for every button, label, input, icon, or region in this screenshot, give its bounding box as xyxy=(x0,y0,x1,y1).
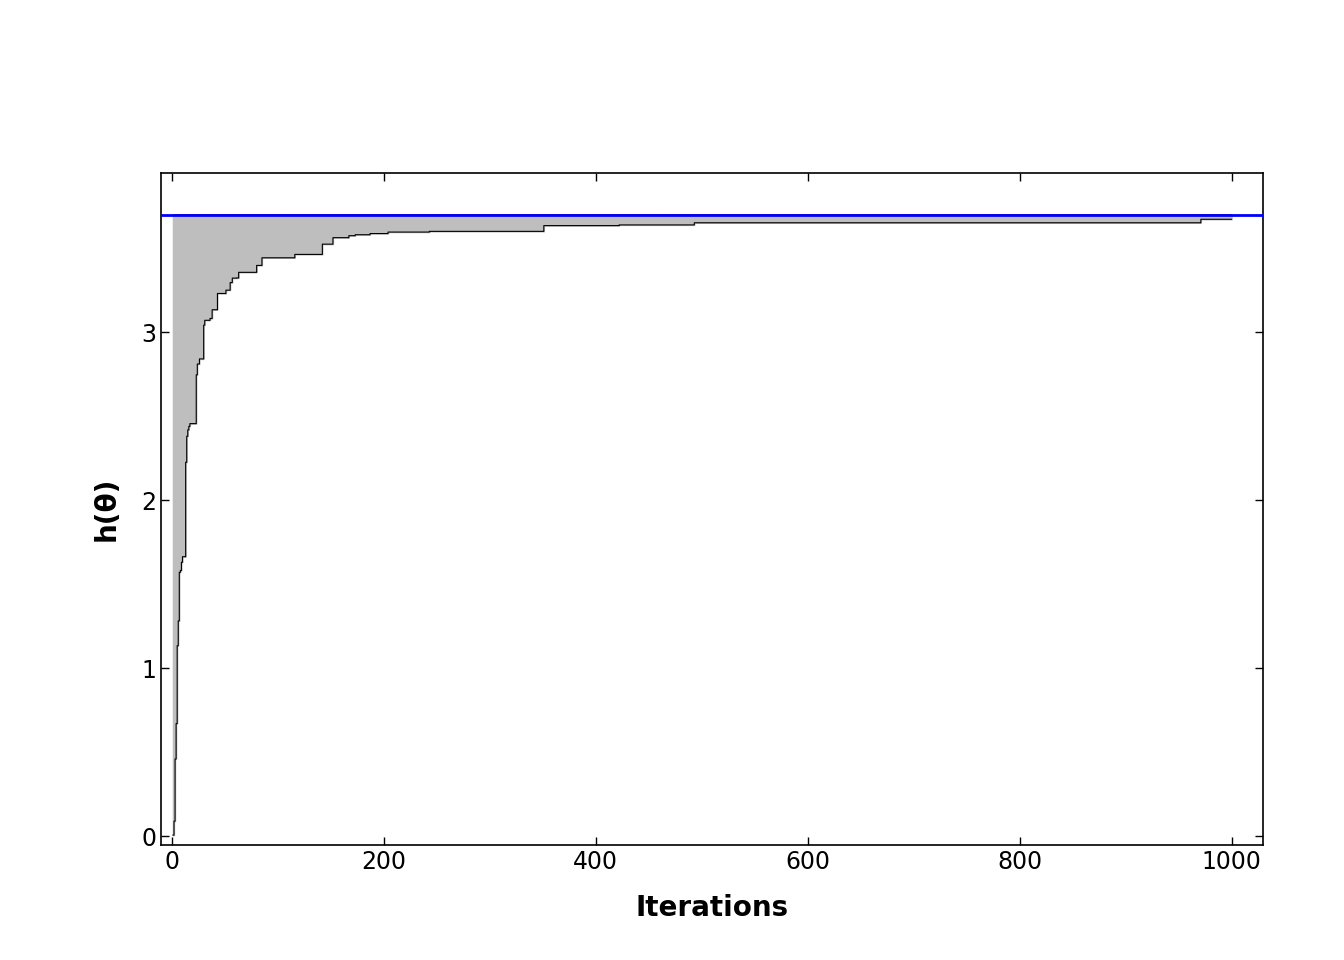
Y-axis label: h(θ): h(θ) xyxy=(93,476,121,541)
X-axis label: Iterations: Iterations xyxy=(636,895,789,923)
